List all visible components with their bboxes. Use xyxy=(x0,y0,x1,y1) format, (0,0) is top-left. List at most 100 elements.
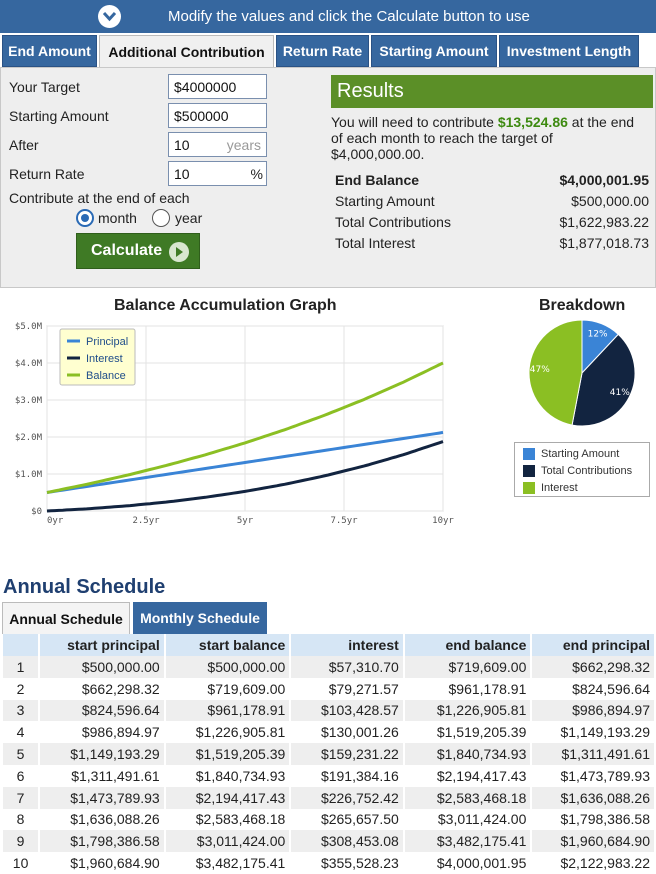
breakdown-pie-chart: 12% 41% 47% xyxy=(528,319,636,427)
row-index: 3 xyxy=(3,699,41,722)
table-cell: $79,271.57 xyxy=(290,677,405,700)
legend-swatch xyxy=(523,448,535,460)
pie-slice-label: 12% xyxy=(588,330,608,340)
result-label: Total Interest xyxy=(335,235,416,251)
play-arrow-icon xyxy=(169,242,189,262)
after-label: After xyxy=(9,137,39,153)
table-cell: $308,453.08 xyxy=(290,830,405,853)
result-row-total-interest: Total Interest $1,877,018.73 xyxy=(335,235,649,251)
table-cell: $1,311,491.61 xyxy=(531,743,656,765)
result-label: Starting Amount xyxy=(335,193,435,209)
line-chart-title: Balance Accumulation Graph xyxy=(114,297,337,314)
return-rate-value: 10 xyxy=(174,166,190,182)
table-cell: $2,583,468.18 xyxy=(164,808,292,831)
x-tick-label: 2.5yr xyxy=(132,516,160,526)
tab-starting-amount[interactable]: Starting Amount xyxy=(371,35,497,67)
table-row: 3 $824,596.64 $961,178.91 $103,428.57 $1,226… xyxy=(3,699,656,722)
pie-slice xyxy=(528,319,583,426)
table-cell: $1,960,684.90 xyxy=(39,852,166,874)
balance-line-chart: $0 $1.0M $2.0M $3.0M $4.0M $5.0M 0yr 2.5yr 5yr 7.… xyxy=(15,322,455,526)
table-cell: $1,473,789.93 xyxy=(39,786,166,809)
chart-legend xyxy=(59,328,136,386)
result-value: $500,000.00 xyxy=(571,193,649,209)
starting-amount-input[interactable]: $500000 xyxy=(168,103,267,128)
column-header: end principal xyxy=(531,634,656,656)
table-cell: $2,194,417.43 xyxy=(164,786,292,809)
table-row: 6 $1,311,491.61 $1,840,734.93 $191,384.16 $2… xyxy=(3,764,656,787)
starting-amount-value: $500000 xyxy=(174,108,229,124)
results-summary: You will need to contribute $13,524.86 a… xyxy=(331,114,649,162)
pie-slice-label: 41% xyxy=(610,388,630,398)
table-cell: $1,798,386.58 xyxy=(531,808,656,831)
table-cell: $103,428.57 xyxy=(290,699,405,722)
return-rate-label: Return Rate xyxy=(9,166,85,182)
result-row-total-contributions: Total Contributions $1,622,983.22 xyxy=(335,214,649,230)
row-index: 4 xyxy=(3,721,41,744)
table-cell: $719,609.00 xyxy=(164,677,292,700)
legend-swatch xyxy=(523,482,535,494)
tab-monthly-schedule[interactable]: Monthly Schedule xyxy=(133,602,267,634)
legend-item: Starting Amount xyxy=(523,447,619,461)
table-cell: $1,149,193.29 xyxy=(531,721,656,744)
table-cell: $961,178.91 xyxy=(403,677,533,700)
tab-annual-schedule[interactable]: Annual Schedule xyxy=(2,602,130,634)
return-rate-input[interactable]: 10 % xyxy=(168,161,267,186)
legend-label: Total Contributions xyxy=(541,465,633,477)
series-line-interest xyxy=(46,440,444,513)
x-tick-label: 7.5yr xyxy=(330,516,358,526)
series-line-principal xyxy=(46,430,444,494)
table-cell: $1,519,205.39 xyxy=(164,743,292,765)
chevron-down-icon[interactable] xyxy=(98,5,121,28)
tab-investment-length[interactable]: Investment Length xyxy=(499,35,639,67)
calculate-button[interactable]: Calculate xyxy=(76,233,200,269)
table-cell: $355,528.23 xyxy=(290,852,405,874)
table-cell: $500,000.00 xyxy=(39,656,166,678)
tab-end-amount[interactable]: End Amount xyxy=(2,35,97,67)
table-cell: $824,596.64 xyxy=(531,677,656,700)
legend-label: Starting Amount xyxy=(541,448,620,460)
results-text-post: at the end of each month to reach the ta… xyxy=(331,114,635,162)
result-value: $4,000,001.95 xyxy=(559,172,649,188)
pie-legend: Starting Amount Total Contributions Inte… xyxy=(514,442,650,497)
years-input[interactable]: 10 years xyxy=(168,132,267,157)
results-title: Results xyxy=(331,75,653,108)
result-value: $1,877,018.73 xyxy=(559,235,649,251)
result-row-starting-amount: Starting Amount $500,000.00 xyxy=(335,193,649,209)
table-cell: $1,226,905.81 xyxy=(403,699,533,722)
x-tick-label: 5yr xyxy=(237,516,254,526)
result-row-end-balance: End Balance $4,000,001.95 xyxy=(335,172,649,188)
table-cell: $2,122,983.22 xyxy=(531,852,656,874)
row-index: 2 xyxy=(3,677,41,700)
column-header: end balance xyxy=(403,634,533,656)
table-row: 5 $1,149,193.29 $1,519,205.39 $159,231.22 $1… xyxy=(3,743,656,765)
month-radio[interactable] xyxy=(76,209,94,227)
table-body: 1 $500,000.00 $500,000.00 $57,310.70 $719,60… xyxy=(3,656,656,874)
legend-label: Interest xyxy=(541,482,578,494)
years-unit: years xyxy=(226,137,261,153)
annual-schedule-title: Annual Schedule xyxy=(3,576,166,598)
table-cell: $1,840,734.93 xyxy=(403,743,533,765)
table-cell: $4,000,001.95 xyxy=(403,852,533,874)
y-tick-label: $0 xyxy=(31,507,42,517)
column-header: start balance xyxy=(164,634,292,656)
table-cell: $3,011,424.00 xyxy=(164,830,292,853)
table-row: 9 $1,798,386.58 $3,011,424.00 $308,453.08 $3… xyxy=(3,830,656,853)
year-radio[interactable] xyxy=(152,209,170,227)
banner-text: Modify the values and click the Calculat… xyxy=(168,8,530,25)
table-cell: $57,310.70 xyxy=(290,656,405,678)
table-cell: $1,311,491.61 xyxy=(39,764,166,787)
legend-label: Balance xyxy=(86,370,126,382)
year-label: year xyxy=(175,210,203,226)
target-label: Your Target xyxy=(9,79,80,95)
tab-additional-contribution[interactable]: Additional Contribution xyxy=(99,35,274,68)
table-row: 8 $1,636,088.26 $2,583,468.18 $265,657.50 $3… xyxy=(3,808,656,831)
calculator-tabs: End Amount Additional Contribution Retur… xyxy=(0,35,656,68)
schedule-table: start principal start balance interest end … xyxy=(3,634,656,874)
target-input[interactable]: $4000000 xyxy=(168,74,267,99)
percent-unit: % xyxy=(250,166,263,182)
row-index: 10 xyxy=(3,852,41,874)
table-row: 10 $1,960,684.90 $3,482,175.41 $355,528.23 $… xyxy=(3,852,656,874)
monthly-contribution-amount: $13,524.86 xyxy=(497,114,568,130)
tab-return-rate[interactable]: Return Rate xyxy=(276,35,369,67)
table-cell: $824,596.64 xyxy=(39,699,166,722)
